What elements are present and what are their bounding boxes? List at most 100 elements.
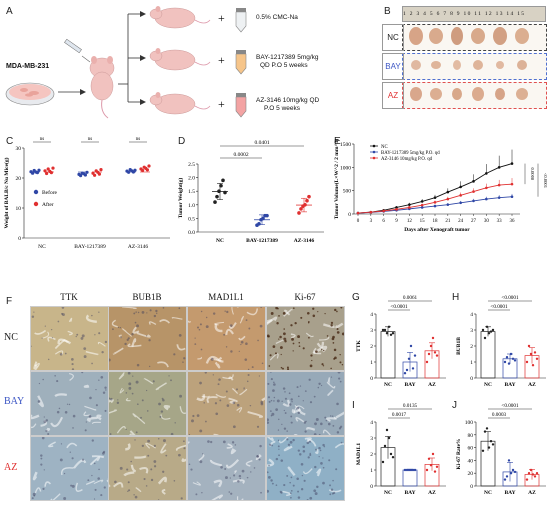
x-tick-label: 33 — [497, 219, 503, 224]
x-tick-label: NC — [484, 382, 492, 388]
y-tick-label: 1.5 — [188, 189, 195, 195]
x-tick-label: NC — [384, 490, 392, 496]
x-tick-label: 36 — [510, 219, 516, 224]
data-point — [429, 464, 433, 467]
ihc-nucleus — [277, 429, 280, 431]
ihc-fiber — [68, 372, 74, 381]
ihc-nucleus — [45, 419, 49, 422]
ihc-nucleus — [330, 376, 333, 378]
ihc-nucleus — [126, 338, 129, 341]
ihc-fiber — [334, 443, 344, 449]
ihc-nucleus — [81, 372, 84, 374]
treatment-3-line-2: P.O 5 weeks — [264, 105, 301, 112]
ihc-nucleus — [277, 307, 279, 310]
data-point — [497, 166, 501, 169]
ihc-nucleus — [98, 311, 100, 313]
ihc-fiber — [307, 438, 317, 447]
y-tick-label: 0 — [348, 212, 351, 218]
y-tick-label: 100 — [465, 420, 474, 426]
ihc-nucleus — [328, 459, 331, 462]
data-point — [472, 180, 475, 183]
ihc-nucleus — [271, 482, 274, 485]
ihc-nucleus — [296, 386, 299, 389]
ihc-nucleus — [64, 352, 67, 355]
ihc-nucleus — [245, 319, 248, 322]
ihc-nucleus — [319, 449, 322, 452]
ihc-nucleus — [71, 484, 75, 488]
x-tick-label: BAY-1217389 — [246, 238, 278, 244]
data-point — [215, 194, 219, 199]
ihc-fiber — [61, 467, 74, 476]
data-point — [411, 367, 415, 370]
data-point — [420, 206, 424, 209]
data-point — [381, 328, 385, 332]
x-axis-label: Days after Xenograft tumor — [404, 227, 470, 233]
ihc-nucleus — [251, 366, 254, 369]
ihc-nucleus — [312, 307, 315, 310]
data-point — [533, 351, 537, 354]
sig-label: ns — [136, 137, 141, 142]
y-tick-label: 3 — [370, 436, 373, 442]
y-tick-label: 4 — [470, 312, 473, 318]
data-point — [297, 211, 301, 215]
ihc-nucleus — [141, 444, 144, 448]
ihc-fiber — [91, 455, 105, 459]
ihc-fiber — [261, 397, 265, 402]
ihc-nucleus — [40, 463, 43, 466]
ihc-nucleus — [283, 409, 285, 412]
ihc-nucleus — [336, 431, 340, 434]
ihc-nucleus — [318, 456, 320, 458]
sig-label: <0.0001 — [501, 295, 519, 301]
ihc-nucleus — [31, 497, 34, 500]
ihc-nucleus — [47, 358, 50, 361]
x-tick-label: 6 — [382, 219, 385, 224]
y-tick-label: 4 — [370, 420, 373, 426]
ihc-fiber — [31, 414, 40, 420]
ihc-nucleus — [168, 375, 170, 377]
legend-marker — [372, 150, 376, 154]
data-point — [535, 357, 539, 360]
ihc-texture — [109, 307, 186, 368]
ihc-nucleus — [304, 390, 307, 392]
ihc-nucleus — [41, 437, 45, 440]
data-point — [299, 207, 303, 211]
ihc-nucleus — [269, 410, 272, 412]
ihc-fiber — [127, 343, 142, 348]
ihc-nucleus — [268, 400, 271, 403]
ihc-nucleus — [235, 388, 238, 391]
ihc-nucleus — [232, 425, 236, 429]
ihc-nucleus — [93, 498, 96, 500]
ihc-nucleus — [205, 316, 208, 319]
ihc-fiber — [322, 429, 331, 435]
ihc-nucleus — [239, 477, 241, 480]
y-tick-label: 2.0 — [188, 176, 195, 182]
ihc-fiber — [34, 329, 47, 335]
ihc-fiber — [160, 414, 171, 420]
sig-label: 0.0003 — [492, 412, 507, 418]
ihc-nucleus — [279, 346, 283, 349]
ihc-fiber — [171, 317, 183, 320]
y-tick-label: 0 — [470, 376, 473, 382]
ihc-nucleus — [71, 457, 74, 460]
panel-label-h: H — [452, 292, 460, 303]
ihc-nucleus — [88, 415, 92, 418]
data-point — [433, 204, 437, 208]
ihc-nucleus — [280, 353, 282, 356]
legend-marker — [372, 156, 376, 160]
ihc-nucleus — [225, 476, 228, 480]
ihc-nucleus — [330, 488, 334, 492]
ihc-nucleus — [273, 383, 276, 386]
ihc-nucleus — [325, 419, 328, 422]
data-point — [405, 368, 409, 372]
ihc-nucleus — [71, 368, 75, 370]
ihc-nucleus — [305, 420, 307, 423]
data-point — [385, 428, 389, 432]
ihc-nucleus — [50, 328, 53, 331]
data-point — [509, 472, 513, 475]
ihc-nucleus — [236, 403, 240, 407]
ihc-nucleus — [256, 454, 259, 458]
ihc-fiber — [236, 407, 243, 413]
ihc-tile-bay-bub1b — [108, 371, 187, 436]
treatment-3-line-1: AZ-3146 10mg/kg QD — [256, 97, 320, 104]
ihc-nucleus — [272, 389, 275, 392]
